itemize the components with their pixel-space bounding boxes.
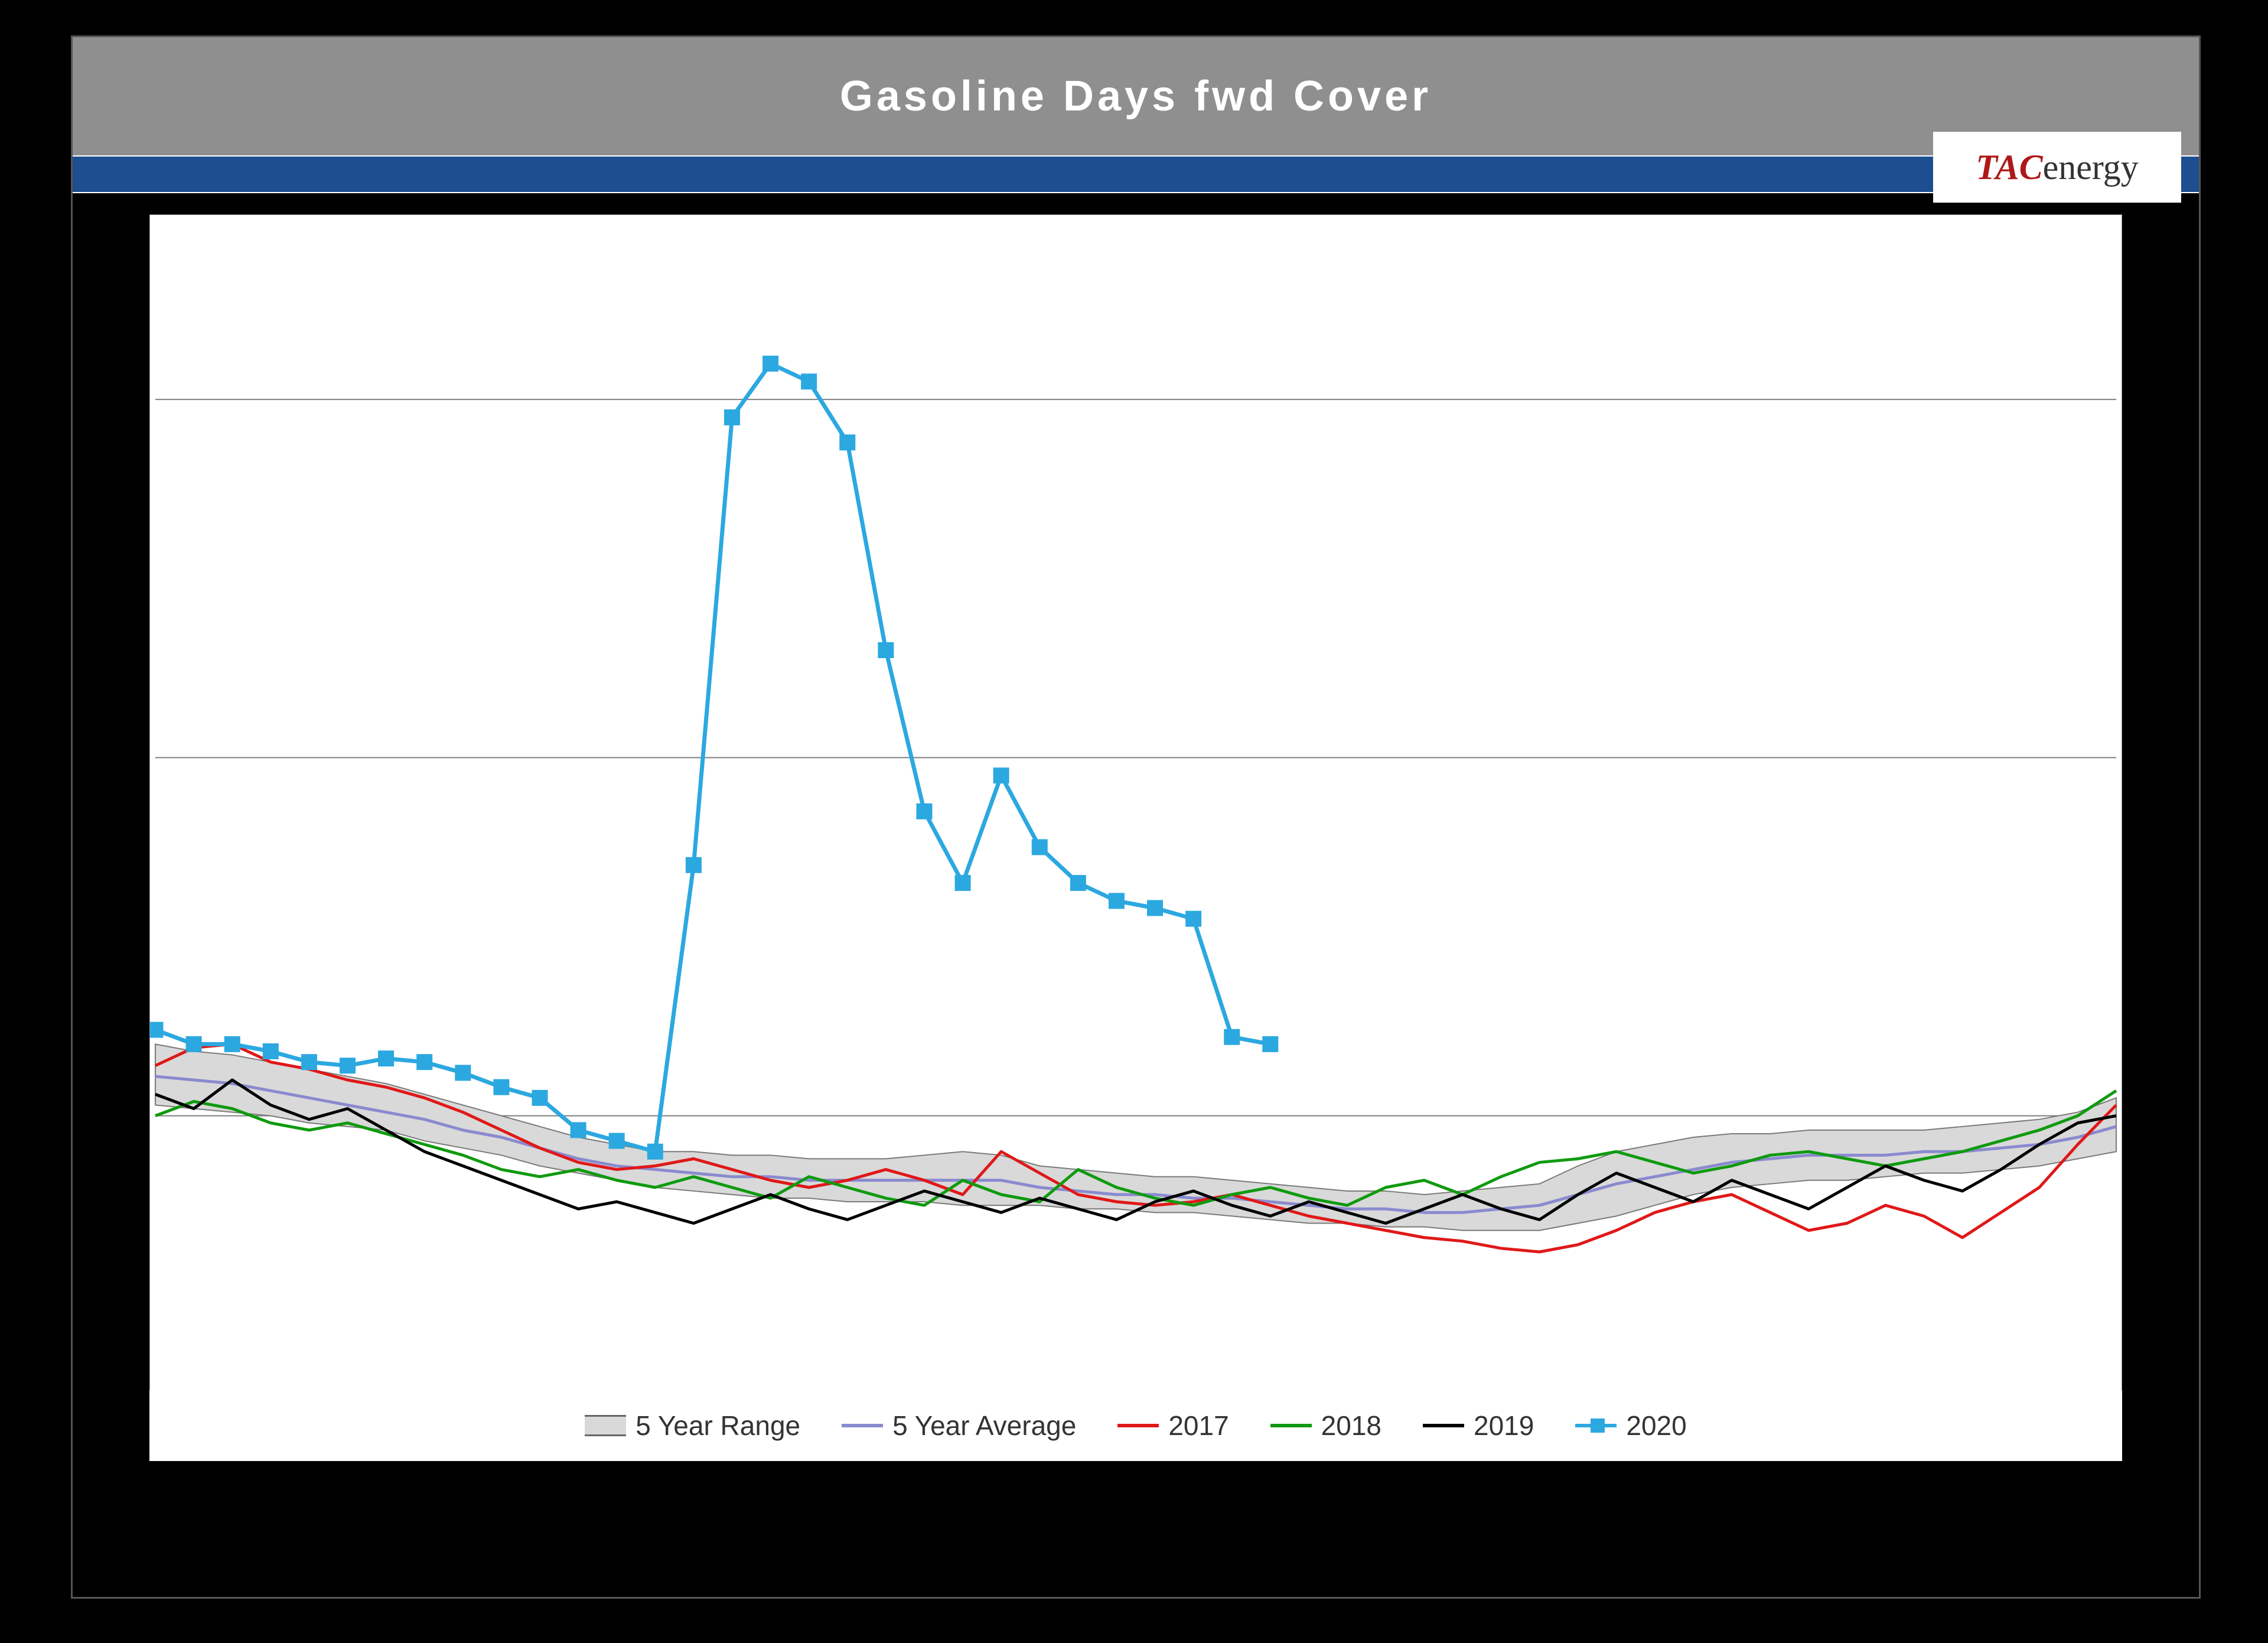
legend-label-2017: 2017: [1168, 1410, 1228, 1442]
legend-swatch-2018-icon: [1270, 1424, 1312, 1427]
legend-label-range: 5 Year Range: [636, 1410, 800, 1442]
legend-item-range: 5 Year Range: [585, 1410, 800, 1442]
legend-label-2018: 2018: [1321, 1410, 1381, 1442]
legend-swatch-range-icon: [585, 1415, 626, 1436]
chart-svg: [149, 214, 2122, 1455]
legend-label-2019: 2019: [1474, 1410, 1534, 1442]
title-bar: Gasoline Days fwd Cover: [73, 37, 2199, 155]
legend-swatch-2019-icon: [1423, 1424, 1464, 1427]
legend-item-avg: 5 Year Average: [842, 1410, 1076, 1442]
legend-label-2020: 2020: [1626, 1410, 1686, 1442]
legend-label-avg: 5 Year Average: [892, 1410, 1076, 1442]
chart-outer: Gasoline Days fwd Cover TACenergy 5 Year…: [0, 0, 2268, 1643]
chart-panel: Gasoline Days fwd Cover TACenergy 5 Year…: [71, 35, 2201, 1599]
legend-item-2019: 2019: [1423, 1410, 1534, 1442]
legend-swatch-2017-icon: [1117, 1424, 1159, 1427]
legend-item-2018: 2018: [1270, 1410, 1381, 1442]
legend-swatch-avg-icon: [842, 1424, 883, 1427]
logo-energy: energy: [2043, 148, 2139, 187]
legend-item-2020: 2020: [1575, 1410, 1686, 1442]
logo-tac: TAC: [1976, 148, 2042, 187]
tac-energy-logo: TACenergy: [1933, 132, 2181, 203]
chart-title: Gasoline Days fwd Cover: [840, 72, 1432, 121]
blue-strip: [73, 155, 2199, 193]
legend: 5 Year Range 5 Year Average 2017 2018 20…: [149, 1390, 2122, 1461]
legend-item-2017: 2017: [1117, 1410, 1228, 1442]
plot-area: 5 Year Range 5 Year Average 2017 2018 20…: [149, 214, 2122, 1455]
legend-swatch-2020-icon: [1575, 1417, 1617, 1434]
